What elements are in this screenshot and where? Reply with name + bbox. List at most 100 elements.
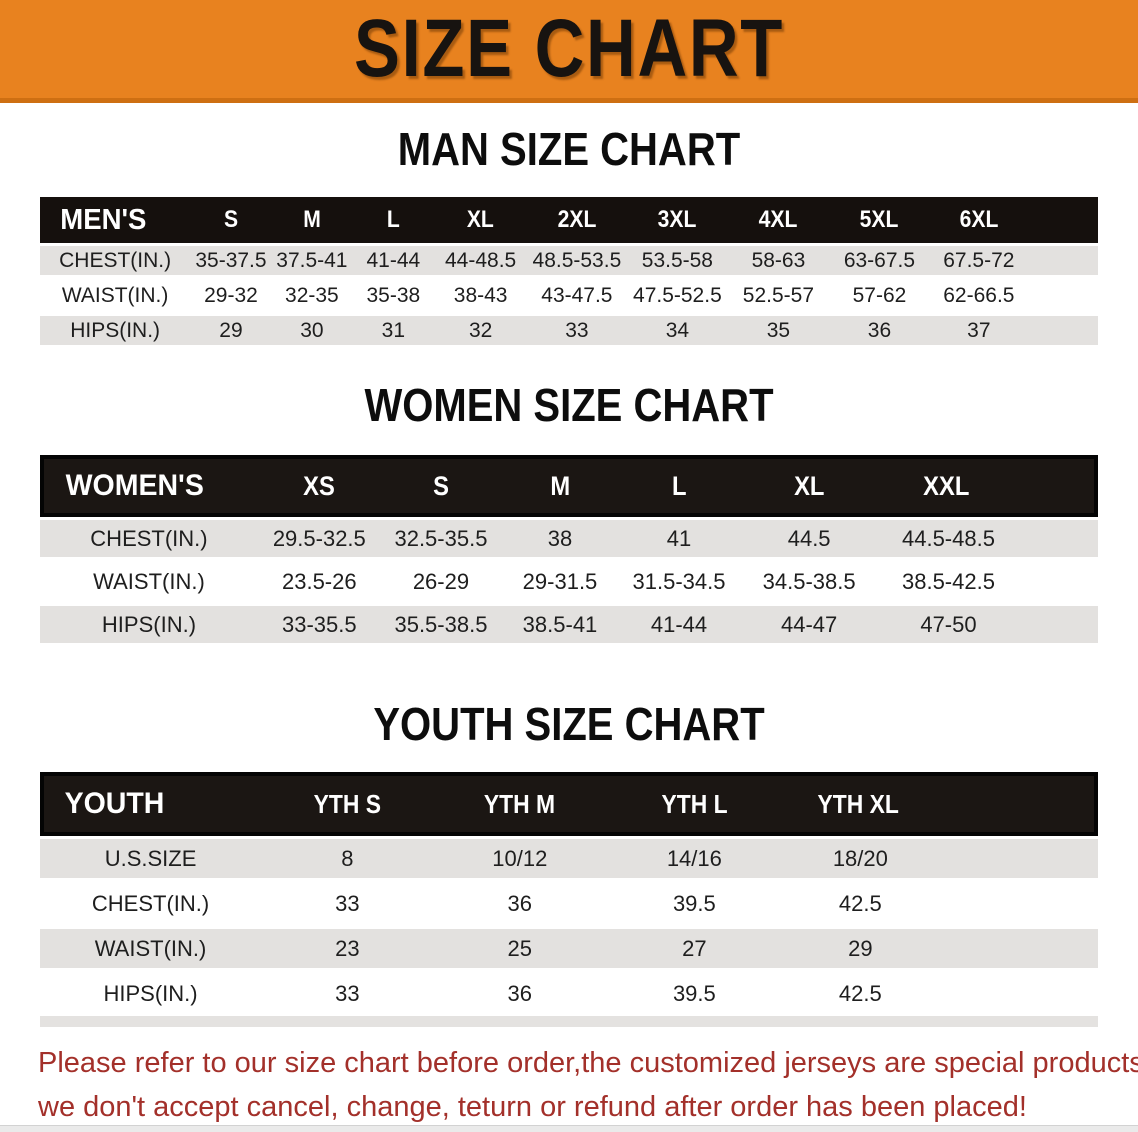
size-column-header: XS [257,455,381,517]
header-label: XL [467,206,495,233]
header-label: 4XL [759,206,798,233]
men-section-heading: MAN SIZE CHART [397,123,741,175]
header-label: L [671,470,687,501]
measurement-row: WAIST(IN.) 29-32 32-35 35-38 38-43 43-47.5 47.… [40,278,1098,313]
measurement-row: CHEST(IN.) 33 36 39.5 42.5 [40,881,1098,926]
size-value-cell: 38.5-42.5 [878,560,1098,603]
size-column-header: 2XL [526,197,628,243]
table-header-row: YOUTH YTH S YTH M YTH L YTH XL [40,772,1098,836]
size-value-cell: 34 [627,313,728,348]
size-value-cell: 47.5-52.5 [627,278,728,313]
size-value-cell: 39.5 [606,881,783,926]
size-value-cell: 29.5-32.5 [257,517,381,560]
row-label-cell: HIPS(IN.) [40,971,262,1016]
size-value-cell: 29-31.5 [501,560,619,603]
header-label: S [223,206,239,233]
row-label-cell: CHEST(IN.) [40,243,191,278]
size-value-cell: 63-67.5 [829,243,930,278]
header-label: 2XL [557,206,597,233]
header-label: YTH M [484,788,556,819]
size-value-cell: 43-47.5 [526,278,628,313]
disclaimer-line-1: Please refer to our size chart before or… [38,1047,1138,1079]
size-column-header: S [190,197,272,243]
size-value-cell: 23.5-26 [257,560,381,603]
measurement-row: CHEST(IN.) 35-37.5 37.5-41 41-44 44-48.5 48.5… [40,243,1098,278]
measurement-row: WAIST(IN.) 23 25 27 29 [40,926,1098,971]
size-column-header: 5XL [829,197,930,243]
size-value-cell: 38-43 [434,278,527,313]
size-value-cell: 26-29 [380,560,502,603]
size-value-cell: 53.5-58 [627,243,728,278]
header-label: 5XL [860,206,899,233]
size-value-cell: 39.5 [606,971,783,1016]
row-label-cell: WAIST(IN.) [40,278,191,313]
header-label: XXL [923,470,970,501]
page-bottom-strip [0,1125,1138,1132]
size-value-cell: 37 [929,313,1098,348]
size-value-cell: 32 [434,313,527,348]
row-label-cell: CHEST(IN.) [40,517,258,560]
table-title-cell: YOUTH [40,772,262,836]
size-value-cell: 18/20 [782,836,1098,881]
banner-title: SIZE CHART [353,3,785,94]
size-column-header: XXL [878,455,1098,517]
header-label: L [386,206,400,233]
row-label-cell: HIPS(IN.) [40,313,191,348]
size-value-cell: 62-66.5 [929,278,1098,313]
size-value-cell: 57-62 [829,278,930,313]
womens-size-table: WOMEN'S XS S M L XL XXL CHEST(IN.) 29.5-32.5 32.5… [40,455,1098,646]
header-label: YTH L [661,788,728,819]
size-value-cell: 58-63 [727,243,830,278]
size-column-header: L [352,197,435,243]
size-column-header: YTH S [261,772,434,836]
size-value-cell: 42.5 [782,971,1098,1016]
order-disclaimer: Please refer to our size chart before or… [0,1041,1138,1129]
size-chart-banner: SIZE CHART [0,0,1138,103]
women-section-heading: WOMEN SIZE CHART [364,379,774,431]
size-value-cell: 52.5-57 [727,278,830,313]
size-value-cell: 36 [433,971,607,1016]
header-label: WOMEN'S [65,469,204,502]
size-value-cell: 33 [261,971,434,1016]
header-label: 3XL [658,206,697,233]
size-column-header: 6XL [929,197,1098,243]
header-label: XS [303,470,336,501]
size-value-cell: 44.5 [739,517,879,560]
header-label: YTH S [313,788,382,819]
header-label: XL [793,470,825,501]
header-label: YTH XL [817,788,900,819]
size-value-cell: 38.5-41 [501,603,619,646]
header-label: M [303,206,321,233]
size-value-cell: 47-50 [878,603,1098,646]
size-value-cell: 36 [829,313,930,348]
size-column-header: M [501,455,619,517]
size-column-header: 3XL [627,197,728,243]
size-column-header: 4XL [727,197,830,243]
size-value-cell: 10/12 [433,836,607,881]
size-value-cell: 41-44 [352,243,435,278]
table-header-row: MEN'S S M L XL 2XL 3XL 4XL 5XL 6XL [40,197,1098,243]
table-header-row: WOMEN'S XS S M L XL XXL [40,455,1098,517]
size-value-cell: 67.5-72 [929,243,1098,278]
size-value-cell: 23 [261,926,434,971]
header-label: M [550,470,570,501]
size-value-cell: 48.5-53.5 [526,243,628,278]
size-column-header: L [618,455,740,517]
size-column-header: XL [434,197,527,243]
header-label: YOUTH [64,787,165,820]
size-value-cell: 33 [261,881,434,926]
size-column-header: XL [739,455,879,517]
size-value-cell: 38 [501,517,619,560]
size-column-header: S [380,455,502,517]
size-value-cell: 8 [261,836,434,881]
size-column-header: YTH XL [782,772,1098,836]
size-value-cell: 29 [190,313,272,348]
measurement-row: HIPS(IN.) 29 30 31 32 33 34 35 36 37 [40,313,1098,348]
size-value-cell: 35.5-38.5 [380,603,502,646]
size-value-cell: 35 [727,313,830,348]
table-bottom-stripe [40,1016,1098,1027]
mens-size-table: MEN'S S M L XL 2XL 3XL 4XL 5XL 6XL CHEST(IN.) 35-37… [40,197,1098,348]
measurement-row: U.S.SIZE 8 10/12 14/16 18/20 [40,836,1098,881]
row-label-cell: WAIST(IN.) [40,560,258,603]
size-value-cell: 33 [526,313,628,348]
